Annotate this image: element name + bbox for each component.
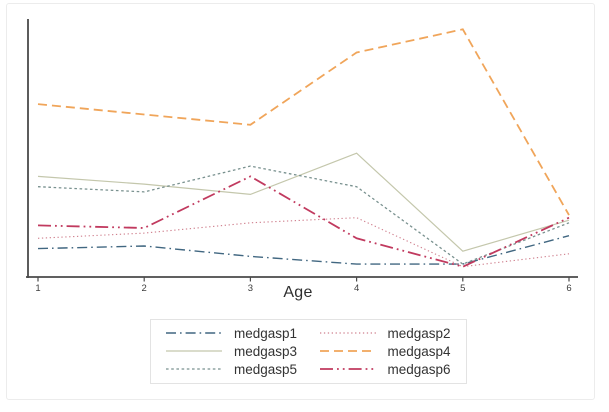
x-tick-label: 5: [460, 283, 465, 294]
legend-item-medgasp2: medgasp2: [319, 326, 453, 341]
legend-label: medgasp6: [387, 361, 451, 377]
legend-line-swatch: [319, 368, 376, 370]
x-axis-title: Age: [283, 284, 313, 301]
series-line-medgasp3: [37, 152, 570, 252]
legend-line-swatch: [166, 368, 222, 370]
x-tick-label: 2: [142, 283, 147, 294]
legend-label: medgasp4: [387, 343, 451, 359]
legend-line-swatch: [319, 332, 376, 334]
x-tick-label: 1: [35, 283, 40, 294]
legend-line-swatch: [166, 332, 222, 334]
series-line-medgasp5: [37, 165, 570, 265]
legend-label: medgasp2: [387, 325, 451, 341]
legend-label: medgasp3: [234, 343, 298, 359]
legend-label: medgasp1: [234, 325, 298, 341]
legend-line-swatch: [319, 350, 376, 352]
legend-item-medgasp6: medgasp6: [319, 362, 453, 377]
series-line-medgasp4: [37, 28, 570, 216]
legend-item-medgasp3: medgasp3: [165, 344, 299, 359]
legend-label: medgasp5: [234, 361, 298, 377]
legend-item-medgasp1: medgasp1: [165, 326, 299, 341]
series-line-medgasp6: [37, 175, 570, 268]
x-tick-label: 4: [354, 283, 359, 294]
series-line-medgasp2: [37, 217, 570, 268]
legend-item-medgasp4: medgasp4: [319, 344, 453, 359]
x-tick-label: 3: [248, 283, 253, 294]
x-tick-label: 6: [566, 283, 571, 294]
legend: medgasp1 medgasp2 medgasp3 medgasp4 medg…: [150, 319, 467, 384]
legend-item-medgasp5: medgasp5: [165, 362, 299, 377]
legend-line-swatch: [166, 350, 222, 352]
series-line-medgasp1: [37, 235, 570, 265]
